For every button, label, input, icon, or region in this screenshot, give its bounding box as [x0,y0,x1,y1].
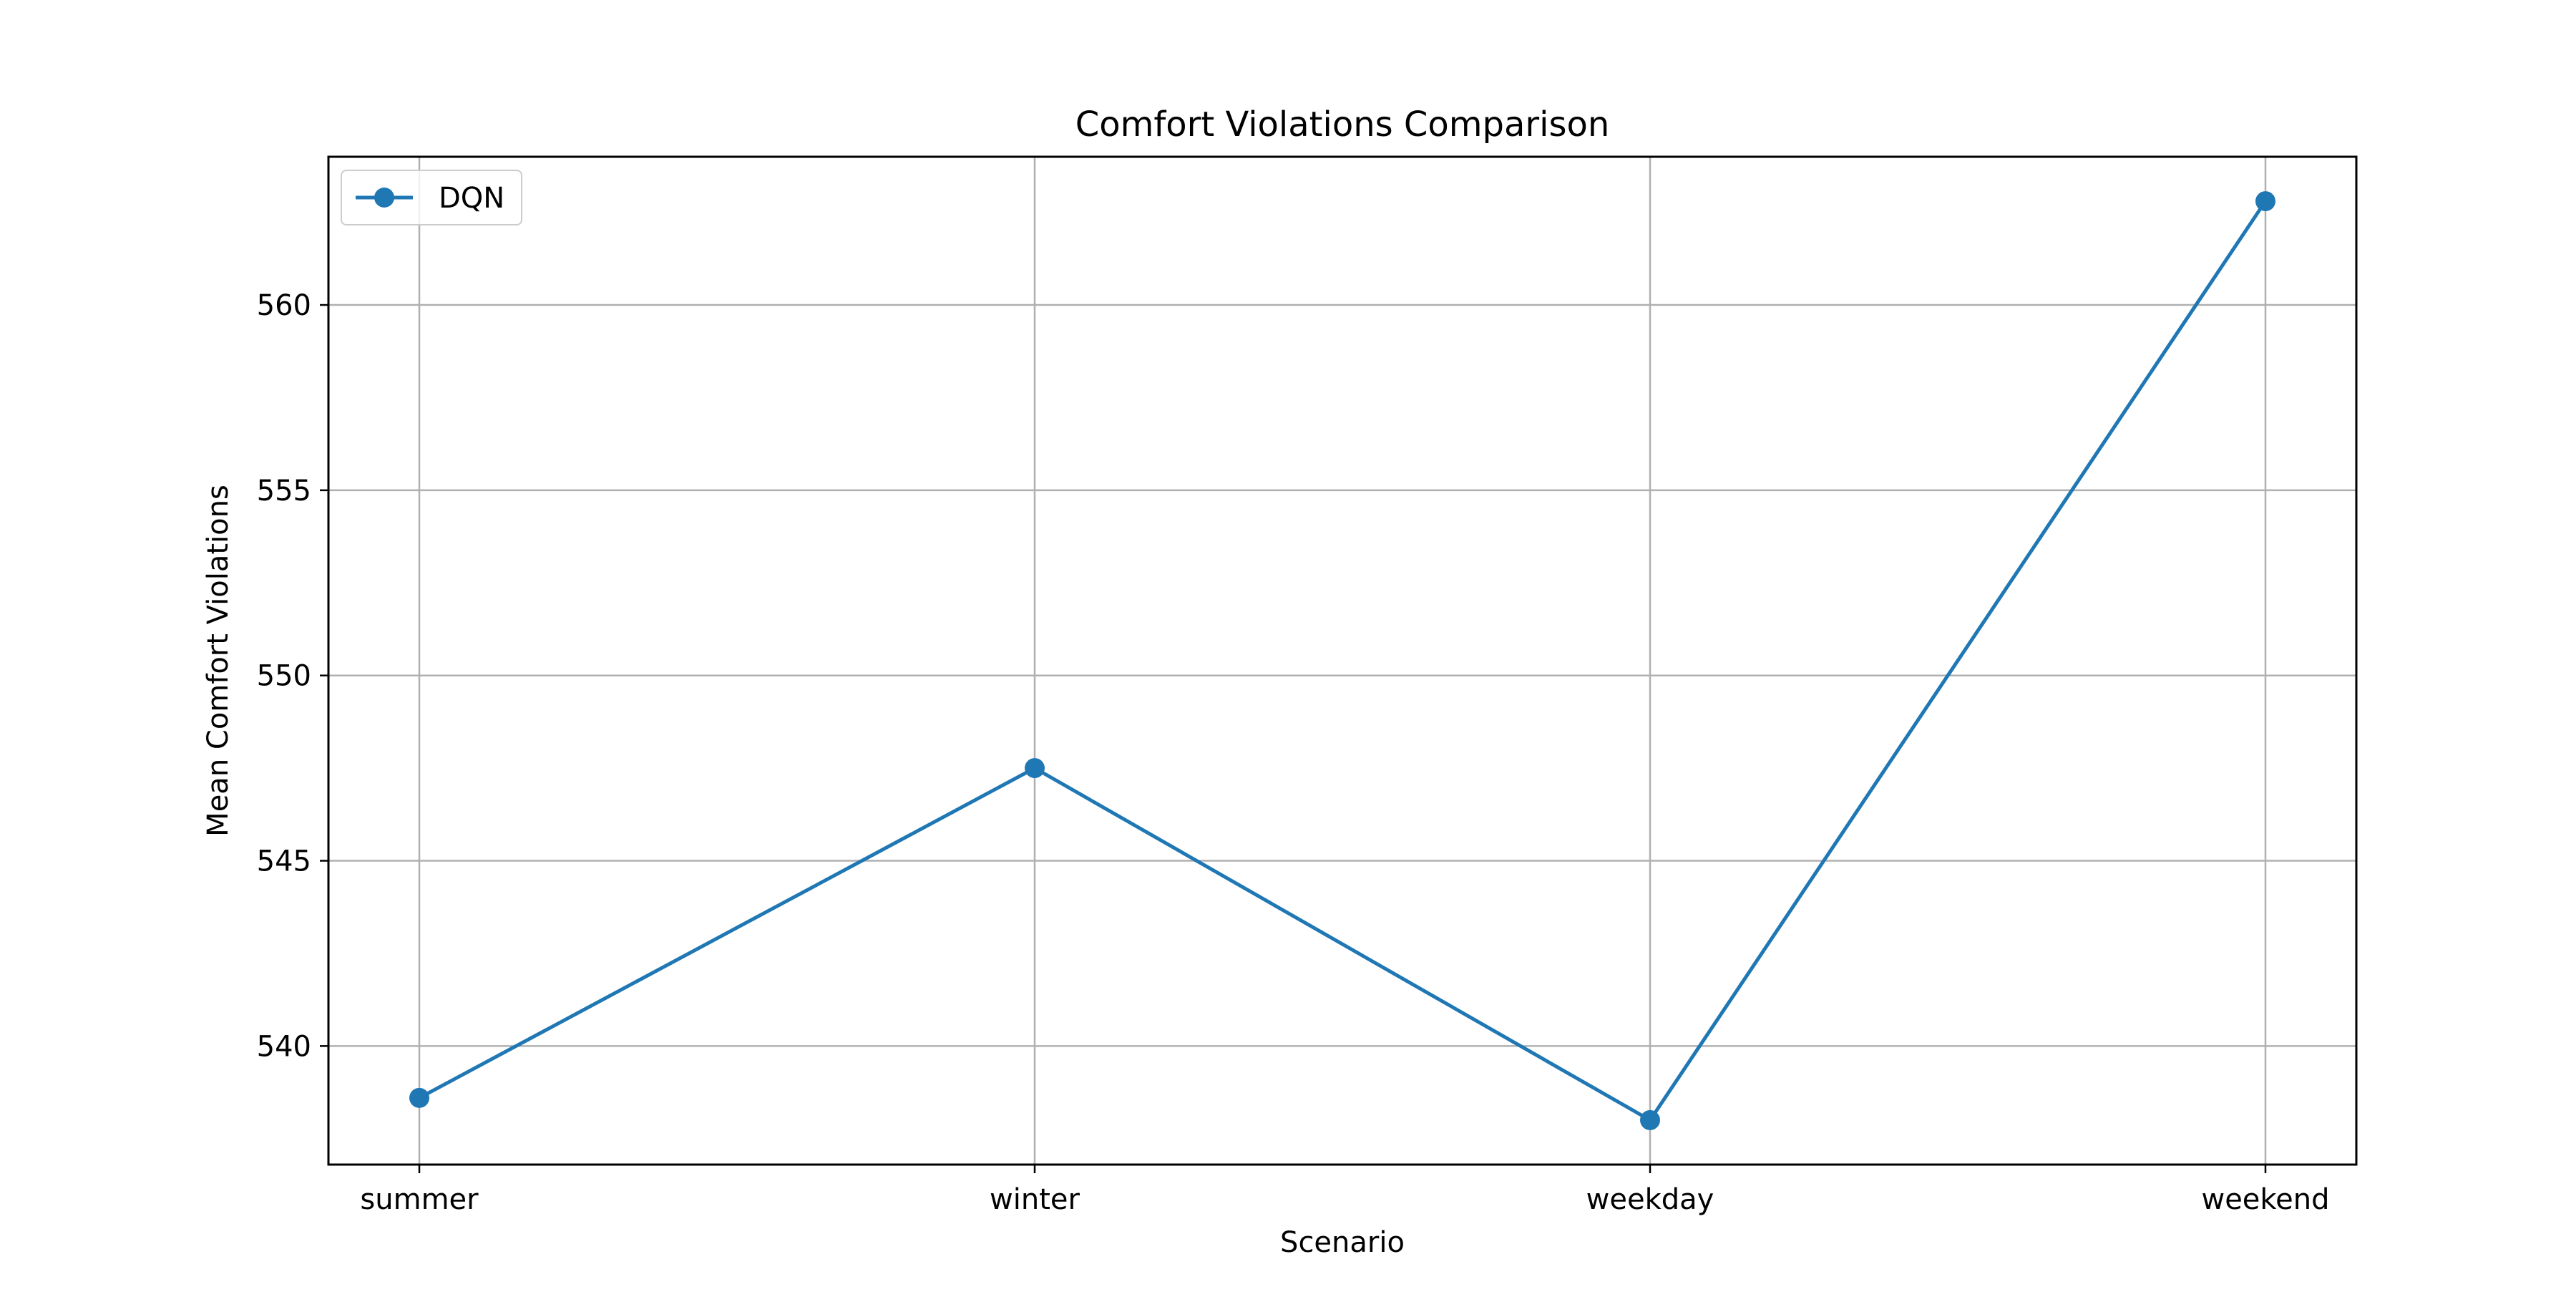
x-axis-ticks: summer winter weekday weekend [360,1165,2330,1216]
y-axis-label: Mean Comfort Violations [202,485,235,837]
legend: DQN [341,170,522,225]
y-tick-label: 550 [257,660,311,693]
legend-marker-sample [374,188,394,208]
x-tick-label: summer [360,1183,479,1216]
x-axis-label: Scenario [1280,1226,1405,1259]
legend-box [341,170,522,225]
series-lines [418,200,2268,1122]
series-markers [409,191,2275,1130]
chart-title: Comfort Violations Comparison [1075,105,1610,145]
data-point [409,1087,429,1108]
y-tick-label: 555 [257,475,311,507]
x-tick-label: weekday [1586,1183,1714,1216]
y-axis-ticks: 540 545 550 555 560 [257,289,328,1063]
legend-label: DQN [439,182,504,215]
data-point [1025,758,1045,779]
y-tick-label: 560 [257,289,311,322]
data-point [2255,191,2275,212]
plot-frame [327,155,2358,1166]
x-tick-label: weekend [2201,1183,2329,1216]
series-line-dqn [418,200,2268,1122]
x-tick-label: winter [990,1183,1080,1216]
data-point [1640,1109,1660,1130]
y-tick-label: 545 [257,845,311,878]
grid-lines [328,157,2356,1165]
y-tick-label: 540 [257,1030,311,1063]
